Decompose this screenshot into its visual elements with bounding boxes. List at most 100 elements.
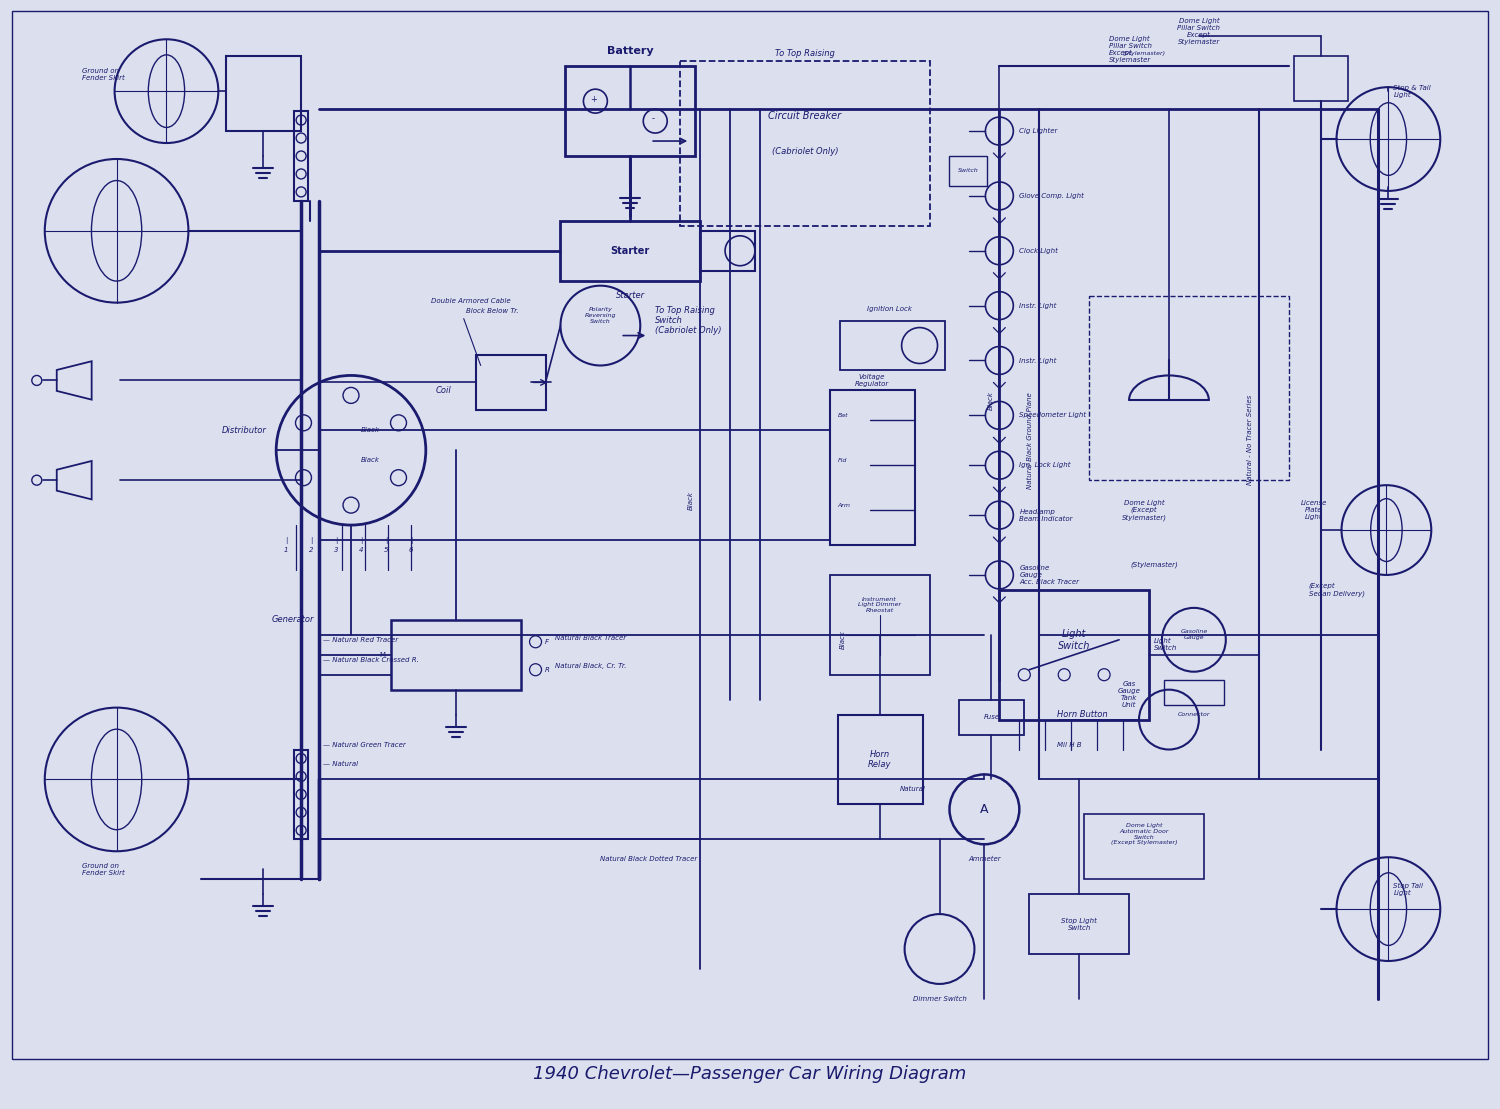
Text: Coil: Coil — [436, 386, 451, 395]
Text: Dimmer Switch: Dimmer Switch — [912, 996, 966, 1001]
Text: Black: Black — [840, 630, 846, 649]
Text: Headlamp
Beam Indicator: Headlamp Beam Indicator — [1020, 509, 1072, 521]
Text: To Top Raising
Switch
(Cabriolet Only): To Top Raising Switch (Cabriolet Only) — [656, 306, 722, 336]
Text: Natural: Natural — [900, 786, 926, 793]
Bar — [680, 61, 930, 226]
Text: Dome Light
Pillar Switch
Except
Stylemaster: Dome Light Pillar Switch Except Stylemas… — [1178, 18, 1221, 45]
Text: 6: 6 — [408, 547, 413, 553]
Text: Fld: Fld — [839, 458, 848, 462]
Bar — [960, 700, 1024, 734]
Text: Dome Light
Automatic Door
Switch
(Except Stylemaster): Dome Light Automatic Door Switch (Except… — [1110, 823, 1178, 845]
Text: Natural Black Dotted Tracer: Natural Black Dotted Tracer — [600, 856, 698, 862]
Text: 1: 1 — [284, 547, 288, 553]
Text: Cig Lighter: Cig Lighter — [1020, 128, 1058, 134]
Text: Instrument
Light Dimmer
Rheostat: Instrument Light Dimmer Rheostat — [858, 597, 901, 613]
Bar — [1029, 894, 1130, 954]
Text: Polarity
Reversing
Switch: Polarity Reversing Switch — [585, 307, 616, 324]
Text: Speedometer Light: Speedometer Light — [1020, 413, 1086, 418]
Text: 3: 3 — [334, 547, 339, 553]
Text: Connector: Connector — [1178, 712, 1210, 718]
Text: Stop & Tail
Light: Stop & Tail Light — [1394, 84, 1431, 98]
Text: To Top Raising: To Top Raising — [776, 49, 836, 58]
Text: — Natural: — Natural — [322, 762, 358, 767]
Bar — [226, 57, 302, 131]
Bar — [839, 714, 922, 804]
Text: Light
Switch: Light Switch — [1058, 629, 1090, 651]
Text: Starter: Starter — [610, 246, 650, 256]
Text: Gas
Gauge
Tank
Unit: Gas Gauge Tank Unit — [1118, 681, 1140, 709]
Text: Fuse: Fuse — [984, 713, 999, 720]
Text: Gasoline
Gauge
Acc. Black Tracer: Gasoline Gauge Acc. Black Tracer — [1020, 564, 1080, 584]
Text: Clock Light: Clock Light — [1020, 247, 1058, 254]
Text: |: | — [410, 537, 413, 543]
Text: Arm: Arm — [839, 502, 850, 508]
Text: 2: 2 — [309, 547, 314, 553]
Bar — [830, 574, 930, 674]
Text: 4: 4 — [358, 547, 363, 553]
Text: Dome Light
Pillar Switch
Except
Stylemaster: Dome Light Pillar Switch Except Stylemas… — [1108, 35, 1152, 63]
Text: Double Armored Cable: Double Armored Cable — [430, 297, 510, 304]
Text: Gasoline
Gauge: Gasoline Gauge — [1180, 630, 1208, 640]
Text: |: | — [285, 537, 288, 543]
Text: (Cabriolet Only): (Cabriolet Only) — [771, 146, 838, 155]
Text: Starter: Starter — [615, 292, 645, 301]
Text: Black: Black — [362, 427, 380, 434]
Text: Ground on
Fender Skirt: Ground on Fender Skirt — [81, 863, 124, 876]
Bar — [1084, 814, 1204, 879]
Text: Light
Switch: Light Switch — [1154, 638, 1178, 651]
Text: |: | — [384, 537, 387, 543]
Bar — [476, 356, 546, 410]
Bar — [392, 620, 520, 690]
Text: Mil H B: Mil H B — [1058, 742, 1082, 747]
Text: Ground on
Fender Skirt: Ground on Fender Skirt — [81, 68, 124, 81]
Text: — Natural Black Crossed R.: — Natural Black Crossed R. — [322, 657, 419, 663]
Text: Horn
Relay: Horn Relay — [868, 750, 891, 770]
Text: Switch: Switch — [958, 169, 980, 173]
Text: Distributor: Distributor — [222, 426, 266, 435]
Text: Battery: Battery — [608, 47, 654, 57]
Text: Natural Black, Cr. Tr.: Natural Black, Cr. Tr. — [555, 663, 627, 669]
Text: — Natural Red Tracer: — Natural Red Tracer — [322, 637, 398, 643]
Bar — [1293, 57, 1348, 101]
Text: Black: Black — [688, 490, 694, 509]
Text: |: | — [334, 537, 338, 543]
Text: — Natural Green Tracer: — Natural Green Tracer — [322, 742, 406, 747]
Text: M: M — [380, 652, 386, 658]
Text: Ign. Lock Light: Ign. Lock Light — [1020, 462, 1071, 468]
Text: |: | — [310, 537, 312, 543]
Text: Stop Light
Switch: Stop Light Switch — [1060, 917, 1096, 930]
Text: Ignition Lock: Ignition Lock — [867, 306, 912, 312]
Bar — [561, 221, 700, 281]
Text: Block Below Tr.: Block Below Tr. — [465, 307, 519, 314]
Text: (Except
Sedan Delivery): (Except Sedan Delivery) — [1308, 583, 1365, 597]
Text: Instr. Light: Instr. Light — [1020, 357, 1056, 364]
Text: License
Plate
Light: License Plate Light — [1300, 500, 1328, 520]
Text: -: - — [651, 114, 654, 123]
Text: Voltage
Regulator: Voltage Regulator — [855, 374, 889, 387]
Text: Natural - No Tracer Series: Natural - No Tracer Series — [1246, 395, 1252, 486]
Text: Black: Black — [987, 391, 993, 410]
Bar — [700, 231, 754, 271]
Text: A: A — [980, 803, 988, 816]
Text: Horn Button: Horn Button — [1058, 710, 1108, 719]
Text: Natural Black Ground Plane: Natural Black Ground Plane — [1028, 391, 1033, 489]
Text: Natural Black Tracer: Natural Black Tracer — [555, 634, 627, 641]
Text: Bat: Bat — [839, 413, 849, 418]
Text: Black: Black — [362, 457, 380, 464]
Text: Glove Comp. Light: Glove Comp. Light — [1020, 193, 1084, 199]
Text: Stop Tail
Light: Stop Tail Light — [1394, 883, 1423, 896]
Text: Instr. Light: Instr. Light — [1020, 303, 1056, 308]
Text: 5: 5 — [384, 547, 388, 553]
Bar — [1089, 296, 1288, 480]
Text: Circuit Breaker: Circuit Breaker — [768, 111, 842, 121]
Text: (Stylemaster): (Stylemaster) — [1122, 51, 1166, 55]
Bar — [566, 67, 694, 156]
Text: (Stylemaster): (Stylemaster) — [1130, 561, 1178, 568]
Text: Dome Light
(Except
Stylemaster): Dome Light (Except Stylemaster) — [1122, 499, 1167, 521]
Bar — [950, 156, 987, 186]
Text: Generator: Generator — [272, 615, 314, 624]
Text: R: R — [544, 667, 549, 673]
Bar — [1164, 680, 1224, 704]
Text: 1940 Chevrolet—Passenger Car Wiring Diagram: 1940 Chevrolet—Passenger Car Wiring Diag… — [534, 1065, 966, 1082]
Text: |: | — [360, 537, 362, 543]
